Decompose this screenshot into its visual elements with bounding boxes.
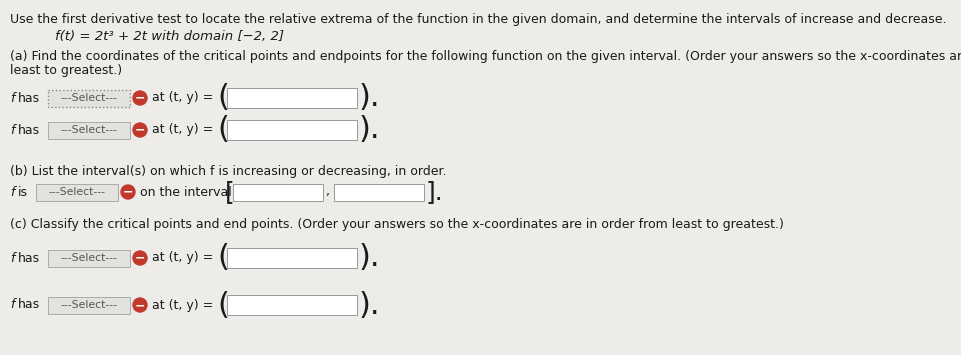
Text: f: f (10, 299, 14, 311)
Text: f: f (10, 251, 14, 264)
Text: −: − (123, 186, 134, 199)
Text: has: has (18, 251, 40, 264)
FancyBboxPatch shape (227, 120, 357, 140)
Text: on the interval: on the interval (140, 186, 232, 198)
Circle shape (133, 298, 147, 312)
FancyBboxPatch shape (48, 250, 130, 267)
Text: ---Select---: ---Select--- (61, 300, 117, 310)
Text: f(t) = 2t³ + 2t with domain [−2, 2]: f(t) = 2t³ + 2t with domain [−2, 2] (55, 30, 283, 43)
FancyBboxPatch shape (227, 295, 357, 315)
Text: is: is (18, 186, 28, 198)
Text: ).: ). (358, 83, 381, 113)
Text: (: ( (217, 83, 229, 113)
Text: Use the first derivative test to locate the relative extrema of the function in : Use the first derivative test to locate … (10, 13, 946, 26)
Text: ,: , (326, 186, 330, 198)
Text: (c) Classify the critical points and end points. (Order your answers so the x-co: (c) Classify the critical points and end… (10, 218, 783, 231)
FancyBboxPatch shape (233, 184, 323, 201)
Text: at (t, y) =: at (t, y) = (152, 124, 213, 137)
Text: (: ( (217, 244, 229, 273)
FancyBboxPatch shape (227, 88, 357, 108)
Text: f: f (10, 92, 14, 104)
Text: (a) Find the coordinates of the critical points and endpoints for the following : (a) Find the coordinates of the critical… (10, 50, 961, 63)
FancyBboxPatch shape (333, 184, 424, 201)
FancyBboxPatch shape (48, 89, 130, 106)
Text: f: f (10, 124, 14, 137)
Text: at (t, y) =: at (t, y) = (152, 251, 213, 264)
Text: (: ( (217, 290, 229, 320)
Text: ).: ). (358, 290, 381, 320)
Text: f: f (10, 186, 14, 198)
FancyBboxPatch shape (227, 248, 357, 268)
Text: ].: ]. (426, 180, 443, 204)
Text: ).: ). (358, 244, 381, 273)
Text: has: has (18, 92, 40, 104)
Text: at (t, y) =: at (t, y) = (152, 92, 213, 104)
FancyBboxPatch shape (48, 296, 130, 313)
Text: (b) List the interval(s) on which f is increasing or decreasing, in order.: (b) List the interval(s) on which f is i… (10, 165, 446, 178)
Circle shape (133, 251, 147, 265)
Circle shape (133, 91, 147, 105)
Text: −: − (135, 124, 145, 137)
Text: [: [ (225, 180, 234, 204)
Text: ---Select---: ---Select--- (61, 125, 117, 135)
Text: ---Select---: ---Select--- (61, 93, 117, 103)
Text: least to greatest.): least to greatest.) (10, 64, 122, 77)
Text: −: − (135, 92, 145, 105)
Text: ---Select---: ---Select--- (48, 187, 106, 197)
Text: ).: ). (358, 115, 381, 144)
Text: −: − (135, 252, 145, 265)
FancyBboxPatch shape (48, 121, 130, 138)
Text: −: − (135, 299, 145, 312)
Text: has: has (18, 124, 40, 137)
Text: at (t, y) =: at (t, y) = (152, 299, 213, 311)
Text: ---Select---: ---Select--- (61, 253, 117, 263)
Text: (: ( (217, 115, 229, 144)
Text: has: has (18, 299, 40, 311)
Circle shape (133, 123, 147, 137)
Circle shape (121, 185, 135, 199)
FancyBboxPatch shape (36, 184, 118, 201)
